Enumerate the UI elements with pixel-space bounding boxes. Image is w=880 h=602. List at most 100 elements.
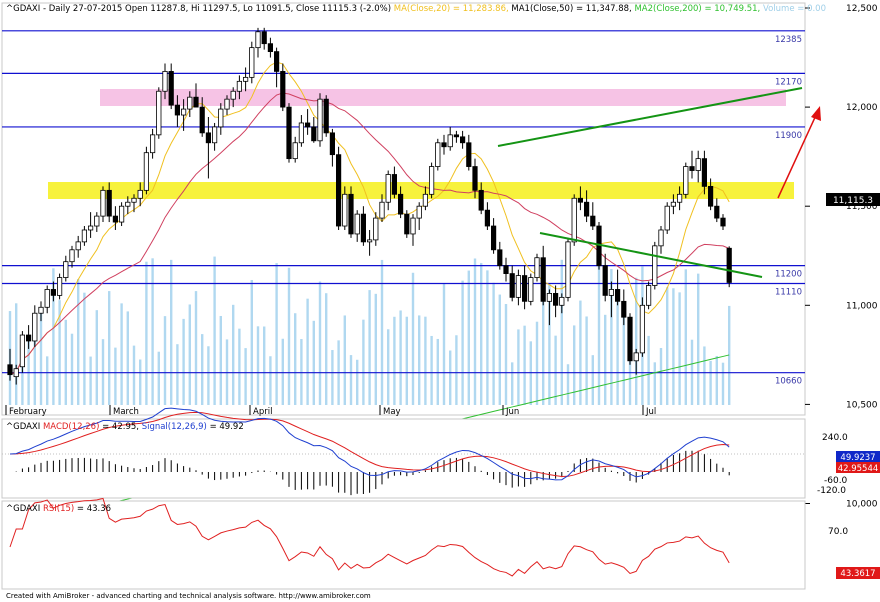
candle-body [590, 215, 596, 227]
volume-bar [715, 356, 718, 405]
volume-bar [610, 269, 613, 405]
price-tick-label: 11,000 [846, 301, 878, 311]
candle-body [385, 174, 391, 203]
candle-body [726, 247, 732, 283]
volume-bar [188, 304, 191, 405]
month-axis: February March April May Jun Jul [5, 405, 656, 417]
candle-body [540, 257, 546, 302]
candle-body [459, 136, 466, 144]
volume-bar [170, 259, 173, 405]
candle-body [360, 213, 367, 243]
volume-bar [368, 290, 371, 405]
volume-bar [176, 344, 179, 405]
candle-body [311, 126, 317, 142]
price-tick-label: 12,000 [846, 103, 878, 113]
volume-bar [306, 298, 309, 405]
price-panel[interactable]: 12,500 12,000 11,500 11,000 10,500 10,000 123… [1, 2, 880, 528]
candle-body [13, 368, 19, 378]
volume-bar [492, 282, 495, 405]
candle-body [75, 241, 81, 251]
channel-lines [497, 87, 803, 278]
candle-body [88, 225, 94, 231]
candle-body [472, 166, 478, 191]
volume-bar [591, 355, 594, 405]
pink-resistance-zone [100, 89, 786, 106]
month-label: Jun [505, 407, 519, 417]
volume-bar [356, 359, 359, 405]
volume-bar [672, 288, 675, 405]
candle-body [329, 132, 336, 156]
volume-bar [312, 320, 315, 405]
candle-body [608, 289, 615, 296]
volume-bar [27, 338, 30, 405]
level-label: 10660 [775, 377, 802, 387]
volume-bar [666, 287, 669, 405]
candle-body [404, 213, 410, 235]
candle-body [366, 239, 373, 243]
candle-body [199, 106, 205, 134]
candle-body [261, 31, 267, 45]
candle-body [267, 43, 274, 53]
volume-bar [535, 321, 539, 405]
candle-body [317, 98, 323, 142]
candle-body [490, 225, 497, 251]
candle-body [224, 98, 230, 110]
volume-bar [647, 335, 650, 405]
macd-tick-240: 240.0 [822, 433, 848, 443]
candle-body [106, 189, 112, 217]
volume-bar [182, 318, 185, 405]
candle-body [373, 217, 379, 241]
volume-bar [21, 352, 24, 405]
volume-bar [579, 300, 582, 405]
volume-bar [486, 270, 489, 405]
volume-bar [145, 261, 148, 405]
candle-body [615, 289, 621, 302]
volume-bars [8, 256, 731, 405]
price-axis: 12,500 12,000 11,500 11,000 10,500 10,000 [805, 4, 878, 510]
candle-body [125, 201, 131, 207]
candle-body [242, 76, 249, 82]
volume-bar [201, 334, 204, 405]
candle-body [441, 142, 447, 148]
volume-bar [101, 339, 105, 405]
price-header: ^GDAXI - Daily 27-07-2015 Open 11287.8, … [6, 4, 826, 14]
candle-body [447, 134, 453, 148]
volume-bar [300, 339, 303, 405]
candle-body [397, 193, 404, 215]
footer-credit: Created with AmiBroker - advanced charti… [6, 592, 371, 600]
macd-header: ^GDAXI MACD(12,26) = 42.95, Signal(12,26… [6, 422, 244, 432]
candle-body [149, 134, 156, 154]
macd-line [9, 407, 730, 481]
candle-body [522, 275, 528, 302]
candle-body [708, 185, 714, 207]
month-label: Jul [645, 407, 656, 417]
candle-body [218, 108, 224, 128]
level-label: 12170 [775, 77, 802, 87]
rsi-panel[interactable]: 70.0 43.3617 [1, 497, 880, 590]
macd-tick-minus60: -60.0 [824, 476, 848, 486]
macd-panel[interactable]: 240.0 -60.0 -120.0 49.9237 42.95544 [1, 407, 880, 499]
candle-body [32, 312, 38, 342]
candle-body [670, 201, 677, 207]
signal-line [9, 411, 730, 477]
candle-body [63, 261, 69, 278]
candle-body [187, 96, 193, 110]
volume-bar [250, 279, 253, 405]
volume-bar [573, 325, 576, 405]
candle-body [205, 132, 211, 144]
price-tick-label: 10,000 [846, 500, 878, 510]
volume-bar [281, 338, 284, 405]
macd-histogram [15, 450, 730, 496]
volume-bar [566, 364, 570, 405]
candle-body [273, 51, 280, 72]
volume-bar [393, 316, 396, 405]
svg-text:11,115.3: 11,115.3 [833, 196, 873, 206]
candle-body [553, 293, 559, 306]
volume-bar [77, 279, 80, 405]
ma20-line [9, 61, 730, 376]
volume-bar [157, 351, 160, 405]
candlesticks [7, 27, 732, 385]
volume-bar [387, 329, 390, 405]
candle-body [379, 201, 385, 219]
level-label: 12385 [775, 35, 802, 45]
